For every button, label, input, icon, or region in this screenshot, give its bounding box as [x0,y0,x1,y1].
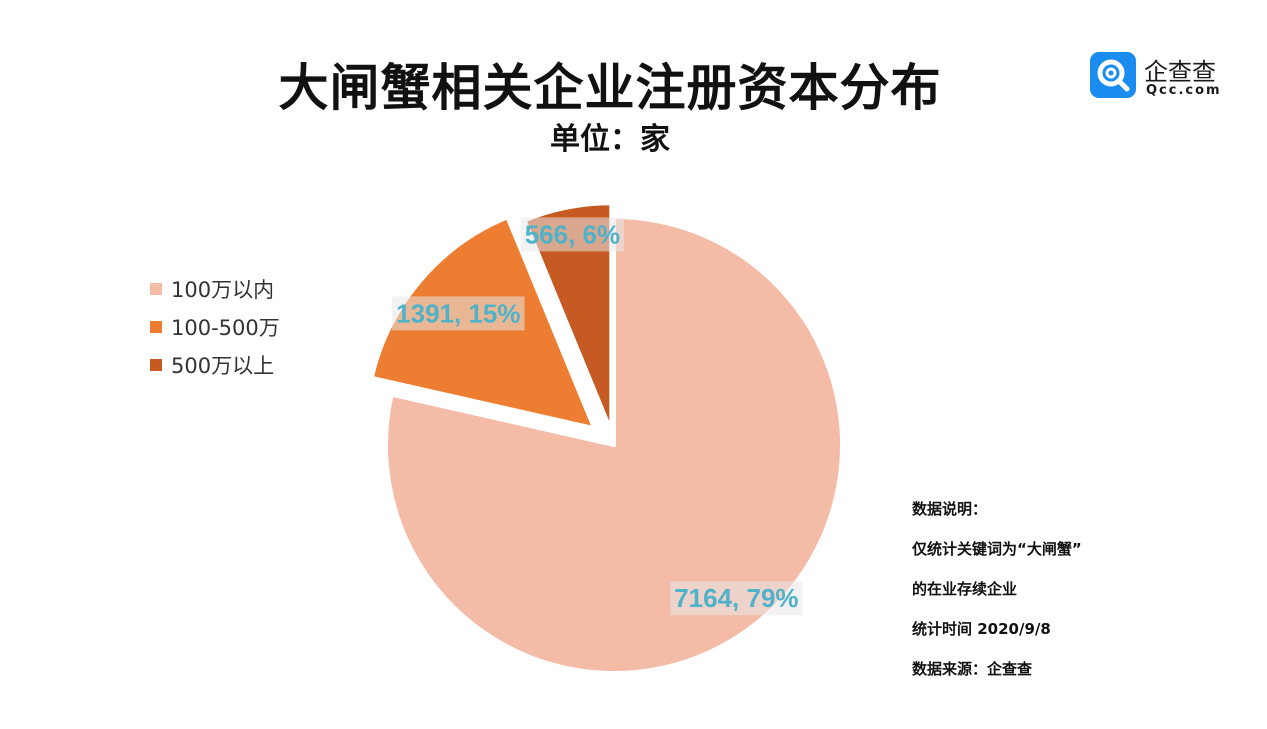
legend-swatch-2 [150,359,162,371]
legend-label-2: 500万以上 [171,354,275,378]
chart-subtitle: 单位：家 [550,122,670,157]
legend-label-1: 100-500万 [171,316,280,340]
data-label-text-0: 7164, 79% [674,583,798,613]
note-line-0: 数据说明： [912,500,988,518]
legend-item-0: 100万以内 [150,270,280,308]
legend-swatch-1 [150,321,162,333]
data-notes: 数据说明： 仅统计关键词为“大闸蟹” 的在业存续企业 统计时间 2020/9/8… [912,500,1242,700]
legend-label-0: 100万以内 [171,278,275,302]
chart-title: 大闸蟹相关企业注册资本分布 [278,59,942,117]
note-line-3: 统计时间 2020/9/8 [912,620,1051,638]
legend: 100万以内 100-500万 500万以上 [150,270,280,384]
data-label-2: 566, 6% [520,217,625,252]
data-label-0: 7164, 79% [670,581,803,616]
pie-slice-0 [384,215,844,675]
note-line-2: 的在业存续企业 [912,580,1018,598]
legend-item-2: 500万以上 [150,346,280,384]
legend-swatch-0 [150,283,162,295]
data-label-bg-2 [520,217,625,252]
note-line-1: 仅统计关键词为“大闸蟹” [912,540,1082,558]
qcc-magnifier-icon [1090,52,1136,98]
data-label-text-2: 566, 6% [525,219,620,249]
logo-domain: Qcc.com [1146,83,1222,98]
data-label-text-1: 1391, 15% [396,298,520,328]
qcc-logo: 企查查 Qcc.com [1090,52,1260,100]
legend-item-1: 100-500万 [150,308,280,346]
data-label-bg-1 [392,296,525,331]
logo-name: 企查查 [1144,58,1216,86]
data-label-bg-0 [670,581,803,616]
note-line-4: 数据来源：企查查 [912,660,1033,678]
data-label-1: 1391, 15% [392,296,525,331]
